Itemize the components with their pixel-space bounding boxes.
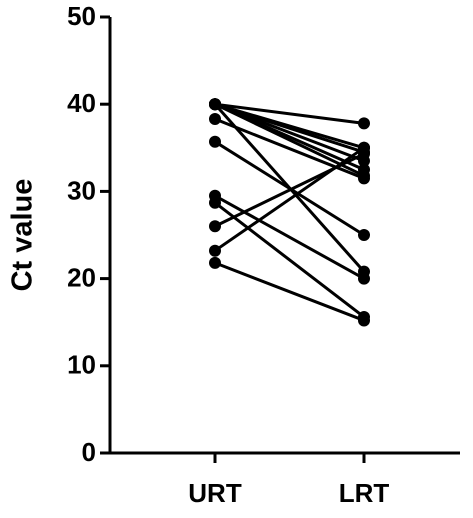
y-tick-label: 40 [67,88,96,118]
pair-line [214,102,365,125]
point [209,98,221,111]
pair-line [214,140,365,237]
pair-line [214,117,365,180]
y-tick-label: 50 [67,1,96,31]
point [358,272,370,285]
pair-line [214,201,365,319]
point [358,314,370,327]
x-tick-label: LRT [339,478,390,508]
point [209,256,221,269]
pair-line [214,146,365,252]
pair-line [214,194,365,280]
y-tick-label: 10 [67,350,96,380]
point [358,172,370,185]
point [209,196,221,209]
point [358,141,370,154]
point [209,113,221,126]
pair-line [214,261,365,322]
y-tick-label: 20 [67,262,96,292]
point [209,135,221,148]
point [358,117,370,130]
point [209,220,221,233]
x-tick-label: URT [188,478,242,508]
point [209,244,221,257]
y-axis-label: Ct value [7,179,39,292]
y-tick-label: 30 [67,175,96,205]
y-tick-label: 0 [82,437,96,467]
point [358,229,370,241]
